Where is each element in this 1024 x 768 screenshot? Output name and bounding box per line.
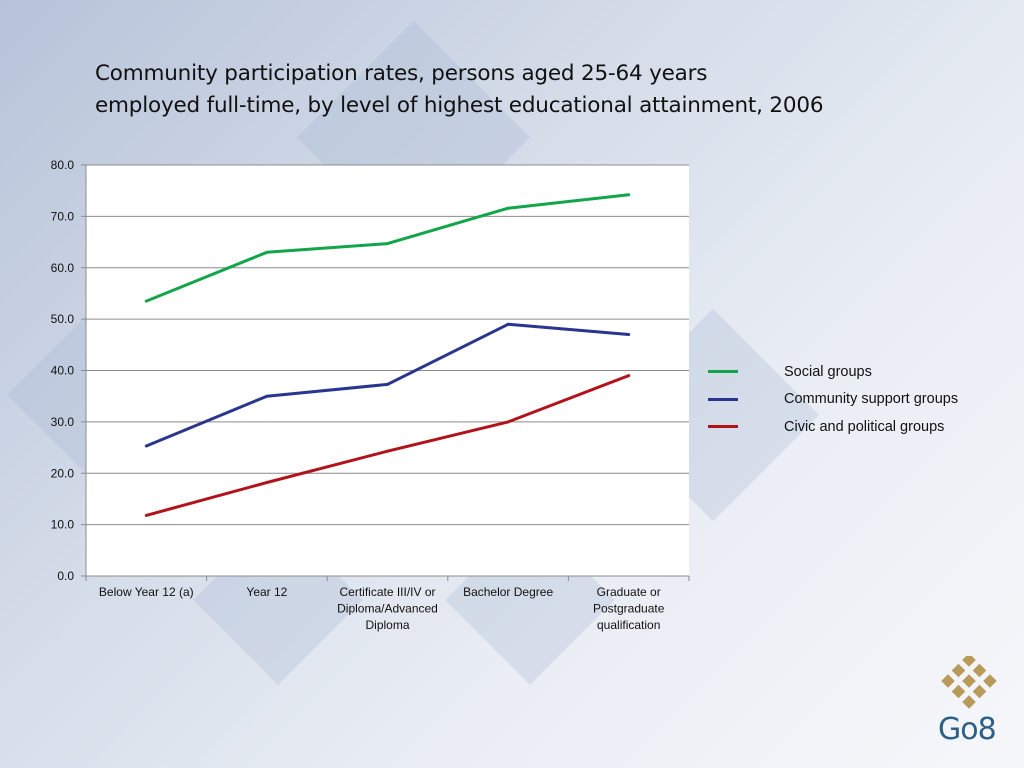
y-tick-label: 50.0 (51, 312, 75, 326)
y-tick-label: 20.0 (51, 466, 75, 480)
y-tick-label: 80.0 (51, 158, 75, 172)
data-point (627, 374, 631, 378)
x-tick-label-line: Diploma/Advanced (337, 602, 438, 616)
axes: 0.0 10.0 20.0 30.0 40.0 50.0 60.0 70.0 80.0 Below… (51, 158, 690, 632)
x-tick-label-line: Postgraduate (593, 602, 665, 616)
y-tick-label: 70.0 (51, 209, 75, 223)
chart-legend: Social groups Community support groups Civ… (708, 358, 958, 441)
x-tick-label-line: Certificate III/IV or (339, 585, 435, 599)
logo-diamond (951, 663, 966, 678)
gridlines (86, 164, 689, 526)
x-tick-label: Graduate or Postgraduate qualification (593, 585, 665, 632)
data-point (265, 480, 269, 484)
x-tick-label-line: qualification (597, 618, 660, 632)
logo-diamond (962, 674, 976, 688)
data-point (386, 382, 389, 386)
data-point (144, 513, 148, 517)
legend-label: Civic and political groups (784, 418, 945, 435)
x-tick-label-line: Below Year 12 (a) (99, 585, 194, 599)
data-point (506, 420, 510, 424)
y-tick-label: 30.0 (51, 415, 75, 429)
logo-diamond (962, 695, 976, 709)
y-tick-label: 10.0 (51, 518, 75, 532)
legend-swatch (708, 397, 738, 401)
data-point (144, 299, 148, 303)
series-lines (144, 193, 631, 517)
legend-label: Community support groups (784, 391, 959, 408)
logo-diamond (941, 674, 955, 688)
x-tick-label: Year 12 (246, 585, 287, 599)
logo-diamond (983, 674, 997, 688)
logo-diamond (951, 684, 966, 699)
y-tick-label: 0.0 (57, 569, 74, 583)
logo-diamond (972, 684, 987, 699)
slide-title-line-1: Community participation rates, persons a… (95, 61, 708, 86)
logo-text: Go8 (938, 712, 997, 747)
slide-title-line-2: employed full-time, by level of highest … (95, 93, 824, 118)
x-tick-label-line: Year 12 (246, 585, 287, 599)
legend-item: Social groups (708, 358, 958, 386)
go8-logo-mark (941, 653, 997, 709)
legend-swatch (708, 370, 738, 374)
data-point (627, 333, 631, 337)
x-tick-label: Bachelor Degree (463, 585, 553, 599)
data-point (386, 449, 389, 453)
go8-logo (936, 653, 1002, 746)
data-point (506, 322, 510, 326)
legend-label: Social groups (784, 363, 872, 380)
x-tick-label: Certificate III/IV or Diploma/Advanced Dip… (337, 585, 438, 632)
data-point (265, 394, 269, 398)
logo-diamond (962, 653, 976, 667)
logo-diamond (972, 663, 987, 678)
slide-title: Community participation rates, persons a… (95, 58, 955, 122)
legend-item: Civic and political groups (708, 413, 958, 441)
x-tick-label-line: Bachelor Degree (463, 585, 553, 599)
data-point (265, 250, 269, 254)
data-point (386, 242, 389, 246)
data-point (506, 206, 510, 210)
legend-swatch (708, 425, 738, 429)
x-tick-label-line: Graduate or (597, 585, 661, 599)
x-tick-label-line: Diploma (365, 618, 409, 632)
x-tick-label: Below Year 12 (a) (99, 585, 194, 599)
data-point (144, 444, 148, 448)
data-point (627, 193, 631, 197)
y-tick-label: 40.0 (51, 364, 75, 378)
legend-item: Community support groups (708, 386, 958, 414)
y-tick-label: 60.0 (51, 261, 75, 275)
